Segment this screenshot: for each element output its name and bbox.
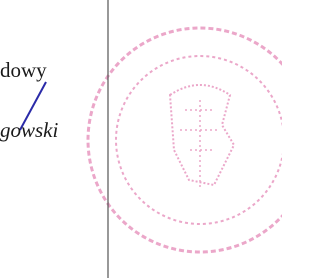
text-fragment: dowy bbox=[0, 58, 47, 83]
stamp bbox=[88, 28, 282, 252]
text-fragment: gowski bbox=[0, 118, 58, 143]
document-page: dowy gowski bbox=[0, 0, 282, 278]
